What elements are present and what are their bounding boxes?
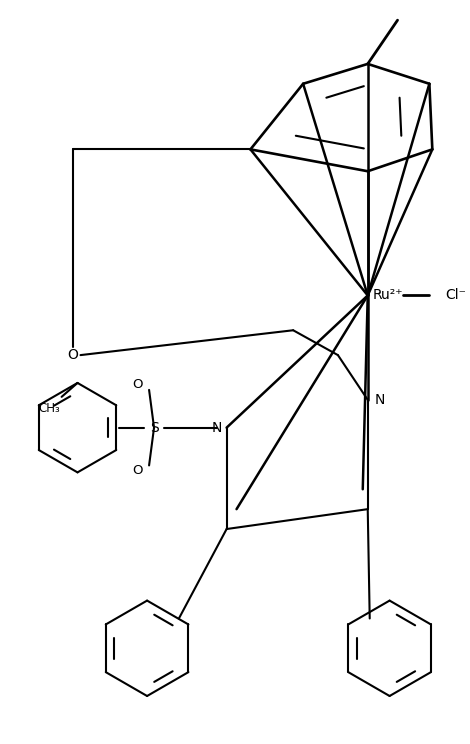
Text: S: S (149, 420, 158, 434)
Text: N: N (375, 393, 385, 407)
Text: N: N (212, 420, 222, 434)
Text: Ru²⁺: Ru²⁺ (373, 289, 403, 303)
Text: O: O (132, 464, 142, 477)
Text: CH₃: CH₃ (39, 403, 61, 415)
Text: Cl⁻: Cl⁻ (445, 289, 466, 303)
Text: O: O (132, 379, 142, 391)
Text: O: O (67, 348, 78, 362)
